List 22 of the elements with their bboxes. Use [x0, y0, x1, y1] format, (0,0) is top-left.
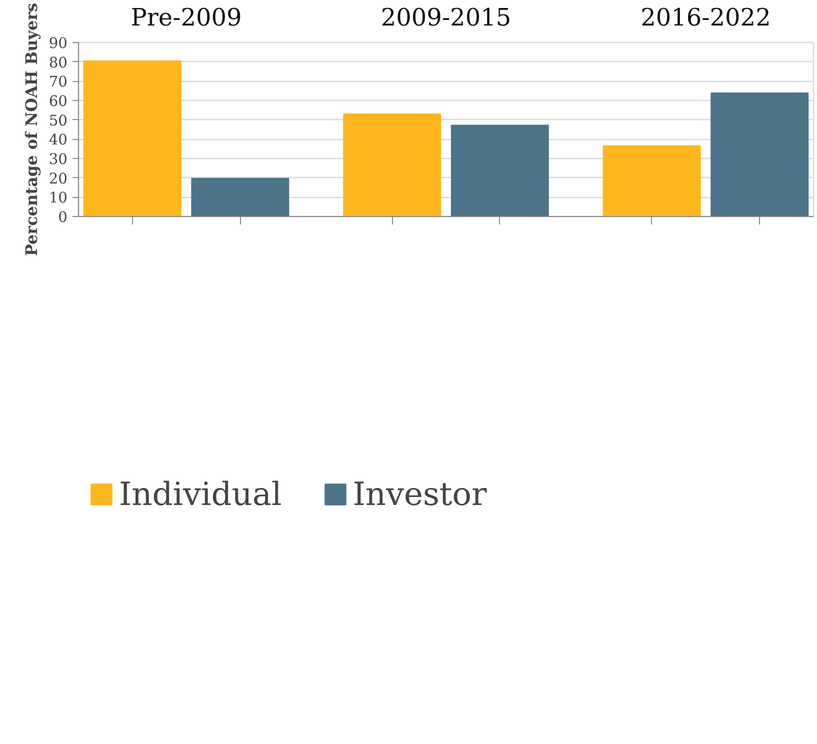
y-tick-label: 50 [48, 112, 68, 130]
y-tick-label: 10 [48, 190, 68, 207]
bar [710, 92, 809, 216]
y-tick-label: 40 [48, 132, 68, 149]
y-axis-title: Percentage of NOAH Buyers [22, 2, 41, 256]
bar [602, 145, 701, 216]
bar [191, 178, 290, 216]
y-tick-label: 0 [58, 209, 68, 226]
y-tick-label: 20 [48, 170, 68, 188]
legend-label: Investor [352, 475, 487, 513]
bar [450, 124, 549, 216]
y-tick-label: 90 [48, 35, 68, 52]
y-tick-label: 70 [48, 74, 68, 91]
bar [83, 60, 182, 216]
x-tick-label: 2009-2015 [380, 4, 512, 32]
x-tick-label: Pre-2009 [130, 4, 242, 32]
y-tick-label: 80 [48, 54, 68, 72]
x-tick-label: 2016-2022 [640, 4, 771, 32]
y-tick-label: 30 [48, 151, 68, 168]
bar [343, 114, 442, 216]
legend-label: Individual [119, 475, 282, 513]
y-tick-label: 60 [48, 93, 68, 110]
